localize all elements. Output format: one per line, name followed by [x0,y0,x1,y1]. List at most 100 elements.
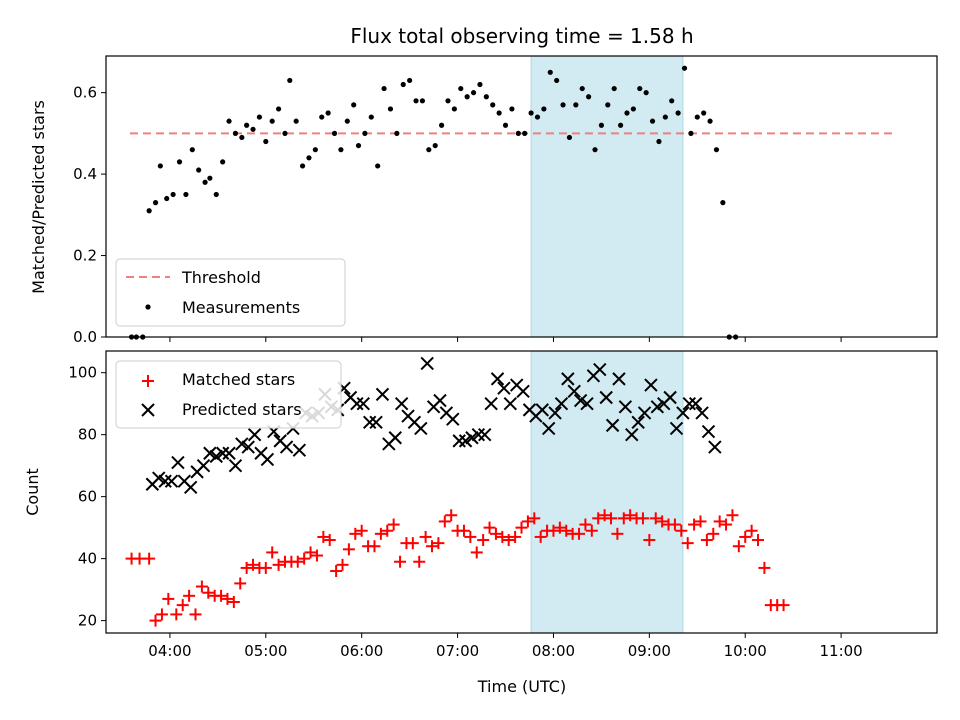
predicted-star-point [458,434,473,448]
predicted-star-point [497,381,511,395]
measurement-point [299,163,306,169]
measurement-point [226,118,232,124]
matched-star-point [304,546,317,559]
matched-star-point [419,530,432,543]
top-y-axis-label: Matched/Predicted stars [29,100,48,294]
predicted-star-point [503,396,518,411]
matched-star-point [310,549,323,562]
bottom-y-tick-label: 40 [78,550,97,568]
bottom-legend-box [115,360,342,429]
measurement-point [269,118,275,124]
matched-star-point [336,558,349,571]
predicted-star-point [631,415,645,429]
x-tick-label: 07:00 [436,642,479,660]
legend-matched-swatch [142,375,154,387]
matched-star-point [259,561,272,574]
measurement-point [164,195,170,202]
predicted-star-point [688,396,703,411]
predicted-star-point [644,378,658,392]
matched-star-point [656,515,669,528]
matched-star-point [349,527,362,540]
measurement-point [413,98,419,104]
measurement-point [694,114,700,120]
bottom-plot-frame [105,350,938,634]
measurement-point [306,155,312,161]
predicted-star-point [222,446,236,460]
predicted-star-point [484,396,498,411]
predicted-star-point [599,390,613,405]
measurement-point [244,122,250,128]
measurement-point [146,208,152,214]
matched-star-point [720,518,733,531]
predicted-star-point [362,415,377,429]
matched-star-point [464,530,477,543]
measurement-point [344,118,350,124]
measurement-point [232,130,239,136]
matched-star-point [426,540,439,553]
predicted-star-point [414,421,428,436]
measurement-point [355,142,362,149]
measurement-point [407,77,413,84]
matched-star-point [221,592,234,605]
matched-star-point [445,509,458,522]
measurement-point [720,200,726,206]
measurement-point [624,110,630,116]
matched-star-point [406,537,419,550]
predicted-star-point [164,474,179,488]
matched-star-point [330,565,343,578]
measurement-point [338,147,344,153]
matched-star-point [483,521,496,534]
measurement-point [617,122,624,128]
measurement-point [375,163,381,169]
matched-star-point [758,561,771,574]
measurement-point [189,147,195,153]
predicted-star-point [676,406,690,420]
matched-star-point [617,512,630,525]
matched-star-point [579,518,592,531]
predicted-star-point [548,406,562,420]
predicted-star-point [618,400,633,414]
legend-predicted-label: Predicted stars [182,400,302,419]
top-legend: Threshold Measurements [115,258,346,327]
predicted-star-point [215,446,230,460]
matched-star-point [515,521,528,534]
bottom-panel: 20 40 60 80 100 04:00 05:00 06:00 07:00 08:00 09:… [23,350,938,696]
measurement-point [541,106,547,112]
matched-star-point [298,552,311,565]
matched-star-point [553,521,566,534]
matched-star-point [745,524,758,537]
matched-star-point [149,614,162,627]
measurement-point [196,167,202,173]
matched-star-point [573,527,586,540]
top-legend-box [115,258,346,327]
top-plot-frame [105,55,938,338]
matched-star-point [598,509,611,522]
matched-star-point [170,608,183,621]
measurement-point [675,110,681,116]
matched-star-point [355,524,368,537]
predicted-star-point [490,372,505,386]
matched-star-point [291,555,304,568]
predicted-star-point [695,406,709,420]
predicted-star-point [612,372,626,386]
top-y-tick-label: 0.4 [73,165,97,183]
matched-star-point [457,524,470,537]
observing-window-span [530,350,684,634]
measurement-point [534,114,541,120]
legend-measurements-swatch [145,304,151,310]
matched-star-point [413,555,426,568]
measurement-point [275,106,282,112]
predicted-star-point [605,418,620,433]
measurement-point [464,94,470,100]
predicted-star-point [369,415,383,429]
measurement-point [250,126,256,132]
matched-star-point [534,530,547,543]
measurement-point [483,94,489,100]
predicted-star-point [171,455,185,470]
measurement-point [387,106,394,112]
chart-title: Flux total observing time = 1.58 h [350,24,693,48]
measurement-point [605,102,611,108]
matched-star-point [438,515,451,528]
predicted-star-point [669,421,684,436]
